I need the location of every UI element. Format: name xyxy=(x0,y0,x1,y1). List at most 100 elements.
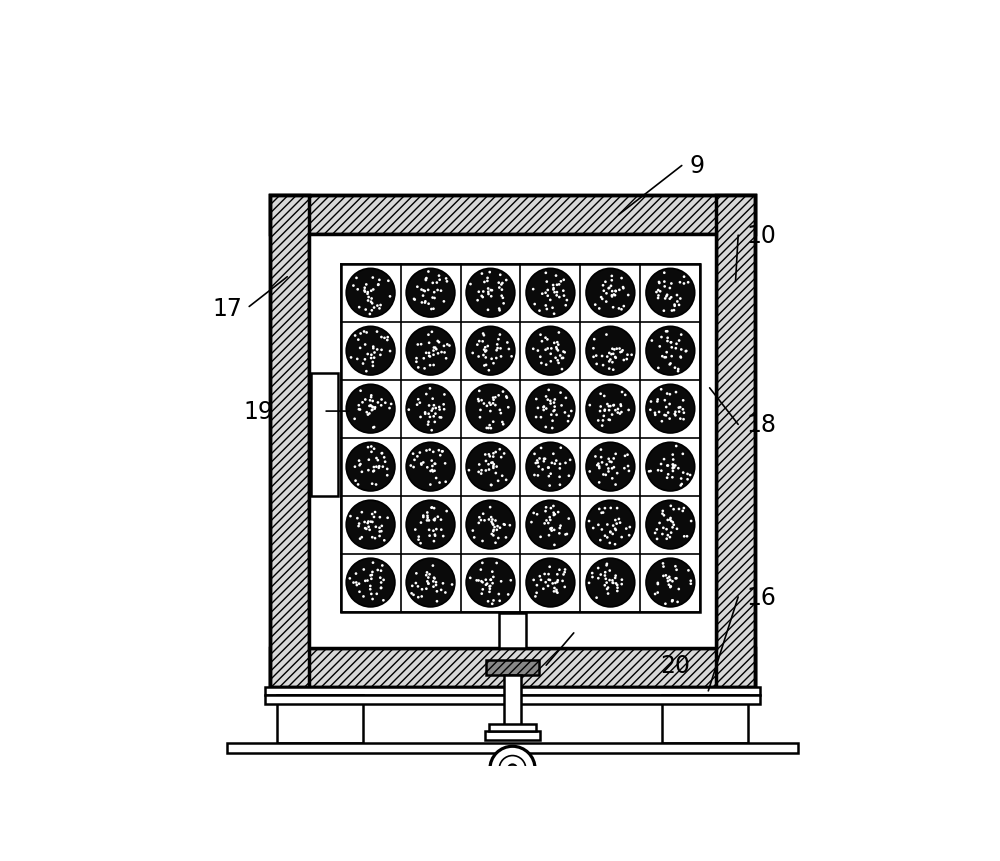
Circle shape xyxy=(607,592,609,595)
Circle shape xyxy=(608,352,611,355)
Circle shape xyxy=(363,290,366,293)
Circle shape xyxy=(495,562,498,565)
Circle shape xyxy=(683,412,685,415)
Circle shape xyxy=(679,418,682,420)
Circle shape xyxy=(352,285,355,288)
Circle shape xyxy=(611,362,614,364)
Circle shape xyxy=(616,412,619,414)
Circle shape xyxy=(602,364,604,367)
Circle shape xyxy=(477,522,480,524)
Circle shape xyxy=(677,406,680,410)
Circle shape xyxy=(561,369,563,371)
Circle shape xyxy=(603,395,606,398)
Circle shape xyxy=(375,484,377,486)
Circle shape xyxy=(568,475,570,478)
Circle shape xyxy=(490,484,492,486)
Circle shape xyxy=(507,593,510,596)
Circle shape xyxy=(443,300,445,303)
Circle shape xyxy=(386,339,389,342)
Circle shape xyxy=(365,528,368,530)
Circle shape xyxy=(386,517,389,519)
Circle shape xyxy=(543,573,546,576)
Circle shape xyxy=(423,368,426,370)
Circle shape xyxy=(535,398,538,401)
Circle shape xyxy=(564,568,566,571)
Circle shape xyxy=(426,519,428,522)
Circle shape xyxy=(670,532,672,535)
Circle shape xyxy=(674,414,677,417)
Circle shape xyxy=(364,527,366,530)
Circle shape xyxy=(484,579,487,581)
Circle shape xyxy=(355,277,358,280)
Circle shape xyxy=(666,465,669,468)
Circle shape xyxy=(564,305,567,307)
Circle shape xyxy=(427,582,430,585)
Circle shape xyxy=(427,421,430,424)
Circle shape xyxy=(555,460,558,462)
Circle shape xyxy=(544,581,547,584)
Circle shape xyxy=(545,395,547,399)
Circle shape xyxy=(489,579,492,581)
Circle shape xyxy=(608,368,611,370)
Circle shape xyxy=(489,289,492,292)
Circle shape xyxy=(487,294,490,296)
Circle shape xyxy=(443,393,446,396)
Circle shape xyxy=(662,575,665,578)
Circle shape xyxy=(606,563,608,566)
Circle shape xyxy=(683,282,685,286)
Circle shape xyxy=(369,400,371,402)
Circle shape xyxy=(478,340,481,343)
Circle shape xyxy=(492,455,495,458)
Circle shape xyxy=(612,307,614,309)
Circle shape xyxy=(612,405,615,407)
Circle shape xyxy=(484,356,487,359)
Circle shape xyxy=(553,514,555,517)
Circle shape xyxy=(346,500,395,549)
Circle shape xyxy=(356,517,359,520)
Circle shape xyxy=(665,356,667,359)
Circle shape xyxy=(538,457,541,461)
Circle shape xyxy=(666,340,669,343)
Circle shape xyxy=(370,593,373,596)
Circle shape xyxy=(488,271,491,274)
Circle shape xyxy=(669,517,672,520)
Circle shape xyxy=(687,569,690,572)
Circle shape xyxy=(378,530,381,533)
Circle shape xyxy=(433,540,435,542)
Circle shape xyxy=(483,403,485,406)
Circle shape xyxy=(433,519,435,522)
Circle shape xyxy=(558,296,561,299)
Circle shape xyxy=(569,459,571,461)
Circle shape xyxy=(406,500,455,549)
Circle shape xyxy=(490,358,493,361)
Circle shape xyxy=(369,521,372,523)
Circle shape xyxy=(438,406,441,409)
Circle shape xyxy=(532,512,535,515)
Circle shape xyxy=(494,396,497,400)
Circle shape xyxy=(646,385,695,433)
Circle shape xyxy=(346,385,395,433)
Circle shape xyxy=(425,279,427,282)
Circle shape xyxy=(532,348,535,350)
Circle shape xyxy=(432,350,435,352)
Circle shape xyxy=(356,288,359,291)
Circle shape xyxy=(650,400,652,404)
Circle shape xyxy=(541,340,543,344)
Circle shape xyxy=(497,480,499,483)
Circle shape xyxy=(370,310,373,313)
Circle shape xyxy=(370,406,373,408)
Circle shape xyxy=(357,405,360,407)
Circle shape xyxy=(380,452,383,455)
Circle shape xyxy=(546,348,549,350)
Circle shape xyxy=(421,301,423,305)
Circle shape xyxy=(675,343,678,346)
Circle shape xyxy=(417,585,419,588)
Circle shape xyxy=(552,410,555,413)
Circle shape xyxy=(551,427,554,430)
Circle shape xyxy=(558,569,561,572)
Circle shape xyxy=(606,536,609,539)
Circle shape xyxy=(348,578,351,580)
Circle shape xyxy=(436,282,438,285)
Circle shape xyxy=(620,277,623,280)
Circle shape xyxy=(424,413,427,416)
